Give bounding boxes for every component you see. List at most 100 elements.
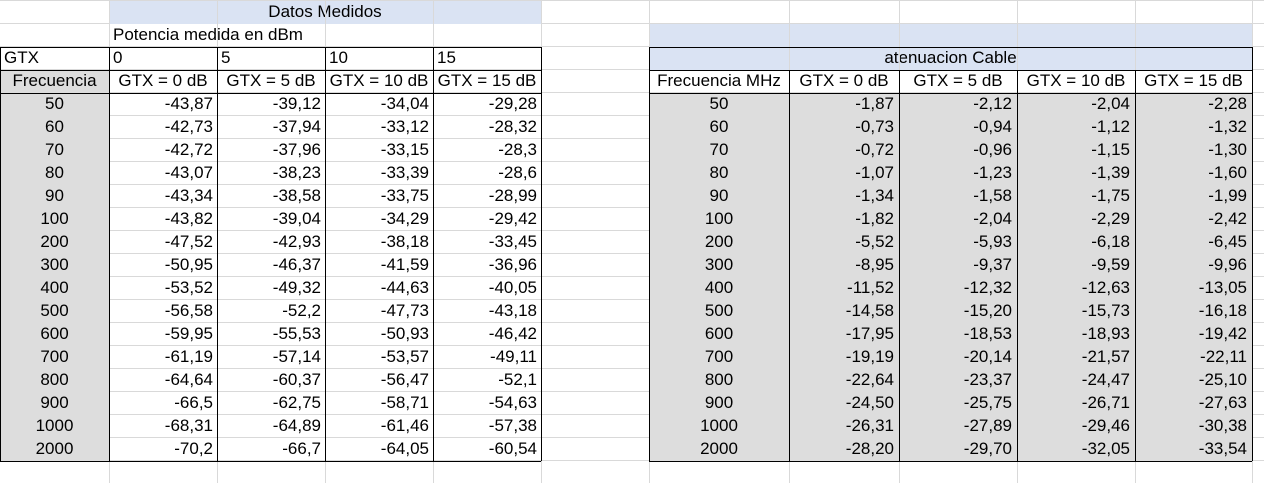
frequency-cell[interactable]: 100 (0, 208, 109, 231)
attenuation-value-cell[interactable]: -13,05 (1135, 277, 1252, 300)
column-header-gtx10[interactable]: GTX = 10 dB (329, 71, 429, 90)
measured-value-cell[interactable]: -28,6 (498, 163, 537, 182)
measured-value-cell[interactable]: -55,53 (272, 324, 321, 343)
attenuation-value-cell[interactable]: -1,23 (899, 162, 1017, 185)
measured-value-cell[interactable]: -33,39 (380, 163, 429, 182)
measured-value-cell[interactable]: -33,15 (380, 140, 429, 159)
attenuation-value-cell[interactable]: -2,42 (1135, 208, 1252, 231)
attenuation-value-cell[interactable]: -26,71 (1017, 392, 1135, 415)
measured-value-cell[interactable]: -62,75 (272, 393, 321, 412)
attenuation-value-cell[interactable]: -9,96 (1135, 254, 1252, 277)
attenuation-value-cell[interactable]: -16,18 (1135, 300, 1252, 323)
attenuation-value-cell[interactable]: -1,39 (1017, 162, 1135, 185)
measured-value-cell[interactable]: -66,7 (282, 439, 321, 458)
measured-value-cell[interactable]: -33,12 (380, 117, 429, 136)
attenuation-value-cell[interactable]: -29,46 (1017, 415, 1135, 438)
gtx-label[interactable]: GTX (4, 48, 39, 67)
frequency-cell[interactable]: 80 (0, 162, 109, 185)
attenuation-value-cell[interactable]: -1,99 (1135, 185, 1252, 208)
measured-value-cell[interactable]: -46,42 (488, 324, 537, 343)
measured-value-cell[interactable]: -38,23 (272, 163, 321, 182)
attenuation-value-cell[interactable]: -19,42 (1135, 323, 1252, 346)
frequency-header[interactable]: Frecuencia (0, 70, 109, 93)
gtx-value-5[interactable]: 5 (221, 48, 231, 67)
attenuation-value-cell[interactable]: -8,95 (789, 254, 899, 277)
attenuation-value-cell[interactable]: -2,12 (899, 93, 1017, 116)
column-header-gtx15[interactable]: GTX = 15 dB (437, 71, 537, 90)
frequency-cell[interactable]: 600 (0, 323, 109, 346)
attenuation-value-cell[interactable]: -28,20 (789, 438, 899, 461)
measured-value-cell[interactable]: -43,34 (164, 186, 213, 205)
measured-value-cell[interactable]: -52,2 (282, 301, 321, 320)
attenuation-value-cell[interactable]: -23,37 (899, 369, 1017, 392)
measured-value-cell[interactable]: -38,18 (380, 232, 429, 251)
measured-value-cell[interactable]: -38,58 (272, 186, 321, 205)
measured-value-cell[interactable]: -61,46 (380, 416, 429, 435)
attenuation-value-cell[interactable]: -0,72 (789, 139, 899, 162)
measured-value-cell[interactable]: -53,52 (164, 278, 213, 297)
attenuation-value-cell[interactable]: -5,93 (899, 231, 1017, 254)
measured-value-cell[interactable]: -34,29 (380, 209, 429, 228)
measured-value-cell[interactable]: -39,04 (272, 209, 321, 228)
measured-value-cell[interactable]: -64,89 (272, 416, 321, 435)
attenuation-value-cell[interactable]: -27,89 (899, 415, 1017, 438)
measured-value-cell[interactable]: -60,54 (488, 439, 537, 458)
attenuation-value-cell[interactable]: -1,58 (899, 185, 1017, 208)
frequency-mhz-cell[interactable]: 2000 (649, 438, 789, 461)
attenuation-value-cell[interactable]: -29,70 (899, 438, 1017, 461)
attenuation-value-cell[interactable]: -30,38 (1135, 415, 1252, 438)
attenuation-value-cell[interactable]: -33,54 (1135, 438, 1252, 461)
attenuation-value-cell[interactable]: -1,34 (789, 185, 899, 208)
measured-value-cell[interactable]: -49,32 (272, 278, 321, 297)
measured-value-cell[interactable]: -70,2 (174, 439, 213, 458)
measured-value-cell[interactable]: -66,5 (174, 393, 213, 412)
measured-value-cell[interactable]: -33,45 (488, 232, 537, 251)
measured-value-cell[interactable]: -36,96 (488, 255, 537, 274)
frequency-cell[interactable]: 2000 (0, 438, 109, 461)
frequency-cell[interactable]: 200 (0, 231, 109, 254)
frequency-mhz-cell[interactable]: 700 (649, 346, 789, 369)
measured-value-cell[interactable]: -50,95 (164, 255, 213, 274)
attenuation-value-cell[interactable]: -1,87 (789, 93, 899, 116)
measured-value-cell[interactable]: -33,75 (380, 186, 429, 205)
frequency-mhz-cell[interactable]: 90 (649, 185, 789, 208)
attenuation-value-cell[interactable]: -15,20 (899, 300, 1017, 323)
measured-value-cell[interactable]: -43,87 (164, 94, 213, 113)
attenuation-value-cell[interactable]: -6,45 (1135, 231, 1252, 254)
attenuation-value-cell[interactable]: -1,07 (789, 162, 899, 185)
frequency-mhz-cell[interactable]: 100 (649, 208, 789, 231)
attenuation-value-cell[interactable]: -19,19 (789, 346, 899, 369)
measured-value-cell[interactable]: -28,99 (488, 186, 537, 205)
measured-value-cell[interactable]: -28,3 (498, 140, 537, 159)
attenuation-value-cell[interactable]: -2,29 (1017, 208, 1135, 231)
frequency-cell[interactable]: 800 (0, 369, 109, 392)
attenuation-value-cell[interactable]: -14,58 (789, 300, 899, 323)
attenuation-value-cell[interactable]: -22,11 (1135, 346, 1252, 369)
frequency-mhz-cell[interactable]: 60 (649, 116, 789, 139)
cable-attenuation-title[interactable]: atenuacion Cable (649, 47, 1252, 70)
attenuation-value-cell[interactable]: -22,64 (789, 369, 899, 392)
frequency-mhz-cell[interactable]: 800 (649, 369, 789, 392)
attenuation-value-cell[interactable]: -9,59 (1017, 254, 1135, 277)
measured-value-cell[interactable]: -43,07 (164, 163, 213, 182)
measured-value-cell[interactable]: -49,11 (490, 347, 537, 366)
frequency-mhz-cell[interactable]: 400 (649, 277, 789, 300)
frequency-cell[interactable]: 50 (0, 93, 109, 116)
frequency-mhz-cell[interactable]: 1000 (649, 415, 789, 438)
frequency-mhz-cell[interactable]: 900 (649, 392, 789, 415)
measured-value-cell[interactable]: -28,32 (488, 117, 537, 136)
attenuation-value-cell[interactable]: -18,93 (1017, 323, 1135, 346)
attenuation-value-cell[interactable]: -2,28 (1135, 93, 1252, 116)
att-column-header-gtx10[interactable]: GTX = 10 dB (1026, 71, 1126, 90)
attenuation-value-cell[interactable]: -1,32 (1135, 116, 1252, 139)
frequency-cell[interactable]: 70 (0, 139, 109, 162)
measured-value-cell[interactable]: -60,37 (272, 370, 321, 389)
att-column-header-gtx5[interactable]: GTX = 5 dB (913, 71, 1003, 90)
frequency-cell[interactable]: 90 (0, 185, 109, 208)
attenuation-value-cell[interactable]: -18,53 (899, 323, 1017, 346)
measured-value-cell[interactable]: -68,31 (164, 416, 213, 435)
attenuation-value-cell[interactable]: -5,52 (789, 231, 899, 254)
attenuation-value-cell[interactable]: -0,96 (899, 139, 1017, 162)
attenuation-value-cell[interactable]: -1,15 (1017, 139, 1135, 162)
attenuation-value-cell[interactable]: -2,04 (899, 208, 1017, 231)
